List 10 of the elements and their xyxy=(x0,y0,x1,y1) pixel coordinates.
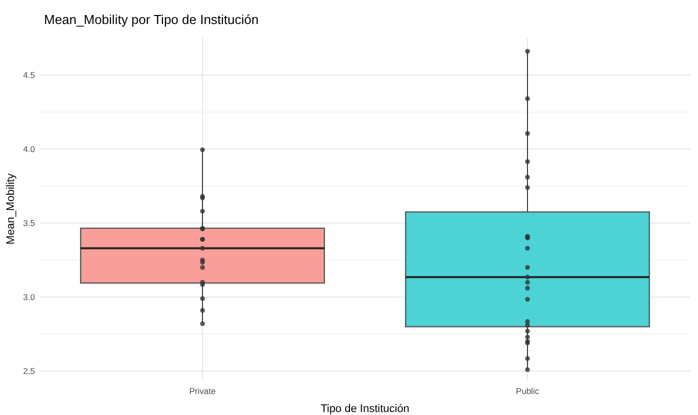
y-axis-title: Mean_Mobility xyxy=(5,173,17,244)
x-tick-label: Private xyxy=(189,386,216,396)
x-axis-title: Tipo de Institución xyxy=(320,403,410,415)
y-tick-label: 2.5 xyxy=(23,366,36,376)
y-tick-label: 4.0 xyxy=(23,144,36,154)
y-tick-label: 3.0 xyxy=(23,292,36,302)
chart-title: Mean_Mobility por Tipo de Institución xyxy=(44,12,259,27)
y-tick-label: 4.5 xyxy=(23,70,36,80)
y-tick-label: 3.5 xyxy=(23,218,36,228)
x-tick-label: Public xyxy=(516,386,540,396)
